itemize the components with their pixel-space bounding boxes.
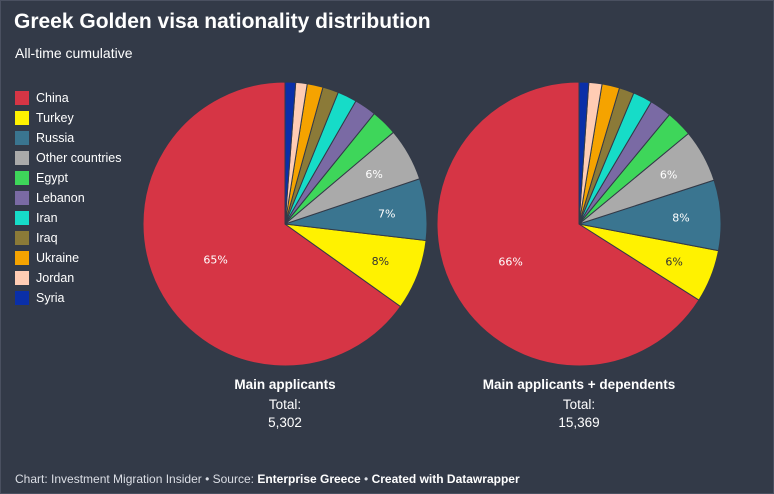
legend-item-turkey: Turkey [15, 108, 121, 128]
footer-prefix: Chart: Investment Migration Insider • So… [15, 472, 258, 486]
pie-caption-main: Main applicants Total: 5,302 [165, 377, 405, 432]
legend-item-iran: Iran [15, 208, 121, 228]
legend-item-lebanon: Lebanon [15, 188, 121, 208]
legend-label: Turkey [36, 111, 74, 125]
legend-swatch [15, 251, 29, 265]
legend-label: Iraq [36, 231, 58, 245]
legend-item-syria: Syria [15, 288, 121, 308]
legend-label: Other countries [36, 151, 122, 165]
legend-label: Ukraine [36, 251, 80, 265]
footer-credit[interactable]: Created with Datawrapper [371, 472, 520, 486]
chart-subtitle: All-time cumulative [15, 45, 133, 61]
pie-slice-china[interactable] [436, 81, 700, 367]
legend-swatch [15, 271, 29, 285]
legend-item-ukraine: Ukraine [15, 248, 121, 268]
footer-source[interactable]: Enterprise Greece [257, 472, 361, 486]
legend-item-iraq: Iraq [15, 228, 121, 248]
pie-total-label-main: Total: [268, 397, 302, 412]
legend-label: Lebanon [36, 191, 85, 205]
pie-data-label-other-countries: 6% [365, 168, 382, 181]
pie-data-label-china: 65% [203, 254, 227, 267]
pie-data-label-other-countries: 6% [660, 169, 677, 182]
pie-data-label-russia: 7% [378, 207, 395, 220]
pie-data-label-turkey: 6% [665, 256, 682, 269]
legend-swatch [15, 211, 29, 225]
legend-item-jordan: Jordan [15, 268, 121, 288]
legend-swatch [15, 191, 29, 205]
footer: Chart: Investment Migration Insider • So… [15, 472, 520, 486]
footer-separator: • [360, 472, 372, 486]
pie-chart-1: 65% 8% 7% 6% [142, 81, 428, 367]
legend-item-russia: Russia [15, 128, 121, 148]
pie-name-dependents: Main applicants + dependents [482, 377, 676, 392]
legend-swatch [15, 111, 29, 125]
legend-swatch [15, 171, 29, 185]
pie-slice-syria[interactable] [284, 81, 297, 225]
pie-total-value-main: 5,302 [268, 415, 302, 430]
pie-total-value-dependents: 15,369 [558, 415, 600, 430]
pie-data-label-turkey: 8% [372, 255, 389, 268]
pie-name-main: Main applicants [234, 377, 336, 392]
pie-slice-syria[interactable] [578, 81, 590, 225]
pie-slice-china[interactable] [142, 81, 402, 367]
pie-caption-dependents: Main applicants + dependents Total: 15,3… [459, 377, 699, 432]
legend-item-egypt: Egypt [15, 168, 121, 188]
legend-label: Syria [36, 291, 65, 305]
legend-swatch [15, 291, 29, 305]
legend-swatch [15, 131, 29, 145]
pie-data-label-china: 66% [498, 256, 522, 269]
pie-chart-2: 66% 6% 8% 6% [436, 81, 722, 367]
legend-label: Russia [36, 131, 75, 145]
legend-label: Jordan [36, 271, 75, 285]
legend-label: China [36, 91, 69, 105]
legend-label: Iran [36, 211, 58, 225]
legend-swatch [15, 231, 29, 245]
legend: China Turkey Russia Other countries Egypt Leb… [15, 88, 121, 308]
legend-item-china: China [15, 88, 121, 108]
pie-data-label-russia: 8% [672, 212, 689, 225]
legend-label: Egypt [36, 171, 68, 185]
legend-item-other-countries: Other countries [15, 148, 121, 168]
pie-total-label-dependents: Total: [562, 397, 596, 412]
legend-swatch [15, 151, 29, 165]
legend-swatch [15, 91, 29, 105]
chart-title: Greek Golden visa nationality distributi… [14, 10, 431, 33]
